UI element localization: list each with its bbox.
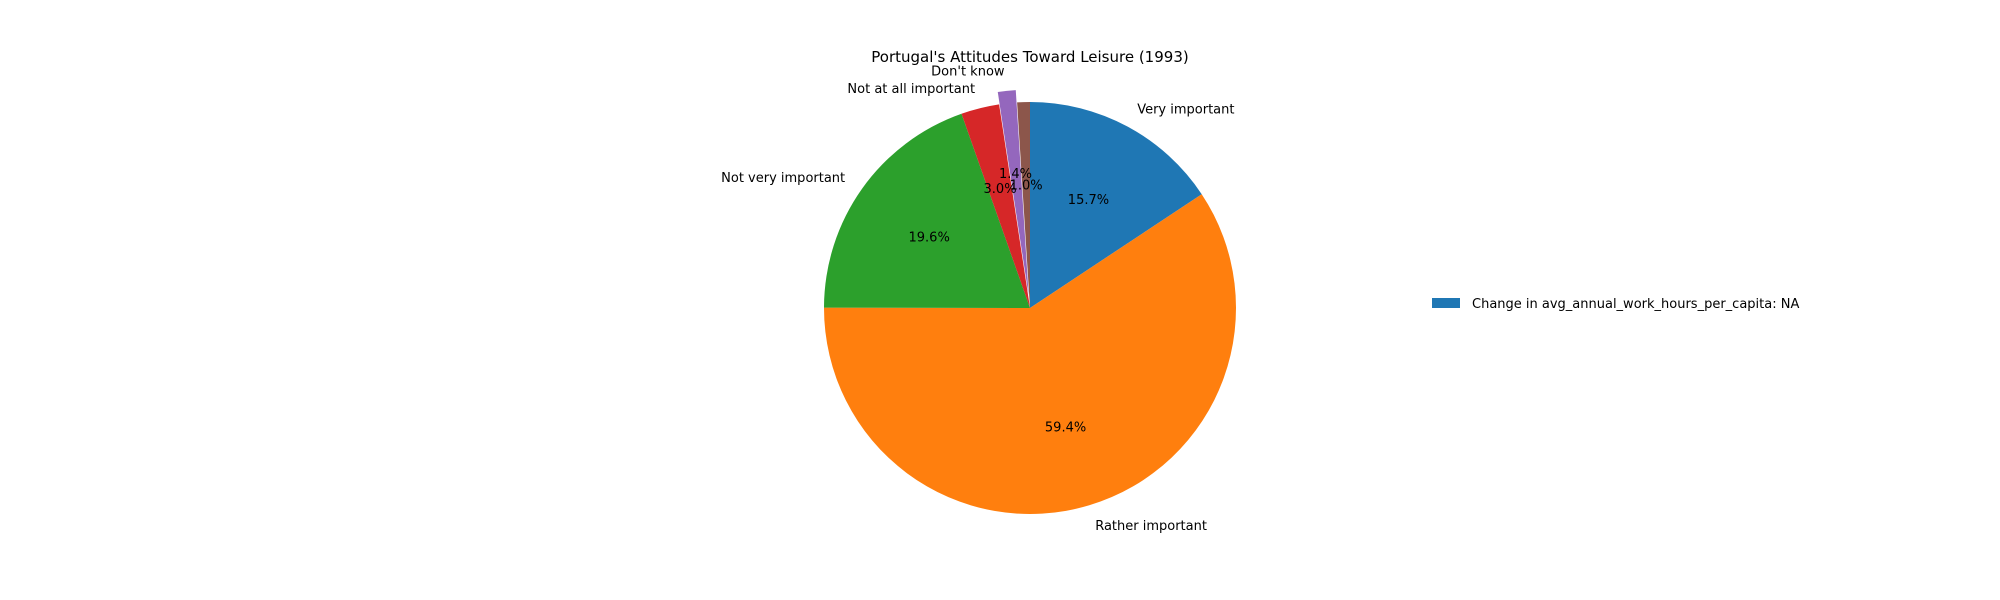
pie-slice-not-at-all-important [961,104,1030,308]
slice-percentage-label: 59.4% [1045,420,1086,435]
legend-label: Change in avg_annual_work_hours_per_capi… [1472,297,1799,312]
slice-percentage-label: 3.0% [984,182,1017,197]
slice-labels: Very important Rather important Not very i… [721,64,1234,534]
slice-label: Not at all important [847,82,975,97]
slice-percentage-label: 15.7% [1068,193,1109,208]
slice-percentage-label: 1.4% [999,167,1032,182]
pie-slice-very-important [1030,102,1202,308]
slice-label: Don't know [931,64,1005,79]
legend: Change in avg_annual_work_hours_per_capi… [1432,297,1799,312]
slice-label: Very important [1137,102,1234,117]
slice-label: Not very important [721,171,845,186]
pie-slice-not-very-important [824,113,1030,308]
pie-slice-rather-important [823,194,1236,514]
legend-swatch [1432,298,1460,308]
percentage-labels: 15.7% 59.4% 19.6% 3.0%1.4%1.0% [909,167,1110,436]
pie-slices [823,90,1236,514]
slice-percentage-label: 19.6% [909,231,950,246]
chart-title: Portugal's Attitudes Toward Leisure (199… [871,48,1188,66]
slice-label: Rather important [1095,519,1207,534]
slice-percentage-label: 1.0% [1010,178,1043,193]
pie-slice-don-t-know [997,90,1029,296]
pie-slice-unlabeled-5 [1017,102,1030,308]
